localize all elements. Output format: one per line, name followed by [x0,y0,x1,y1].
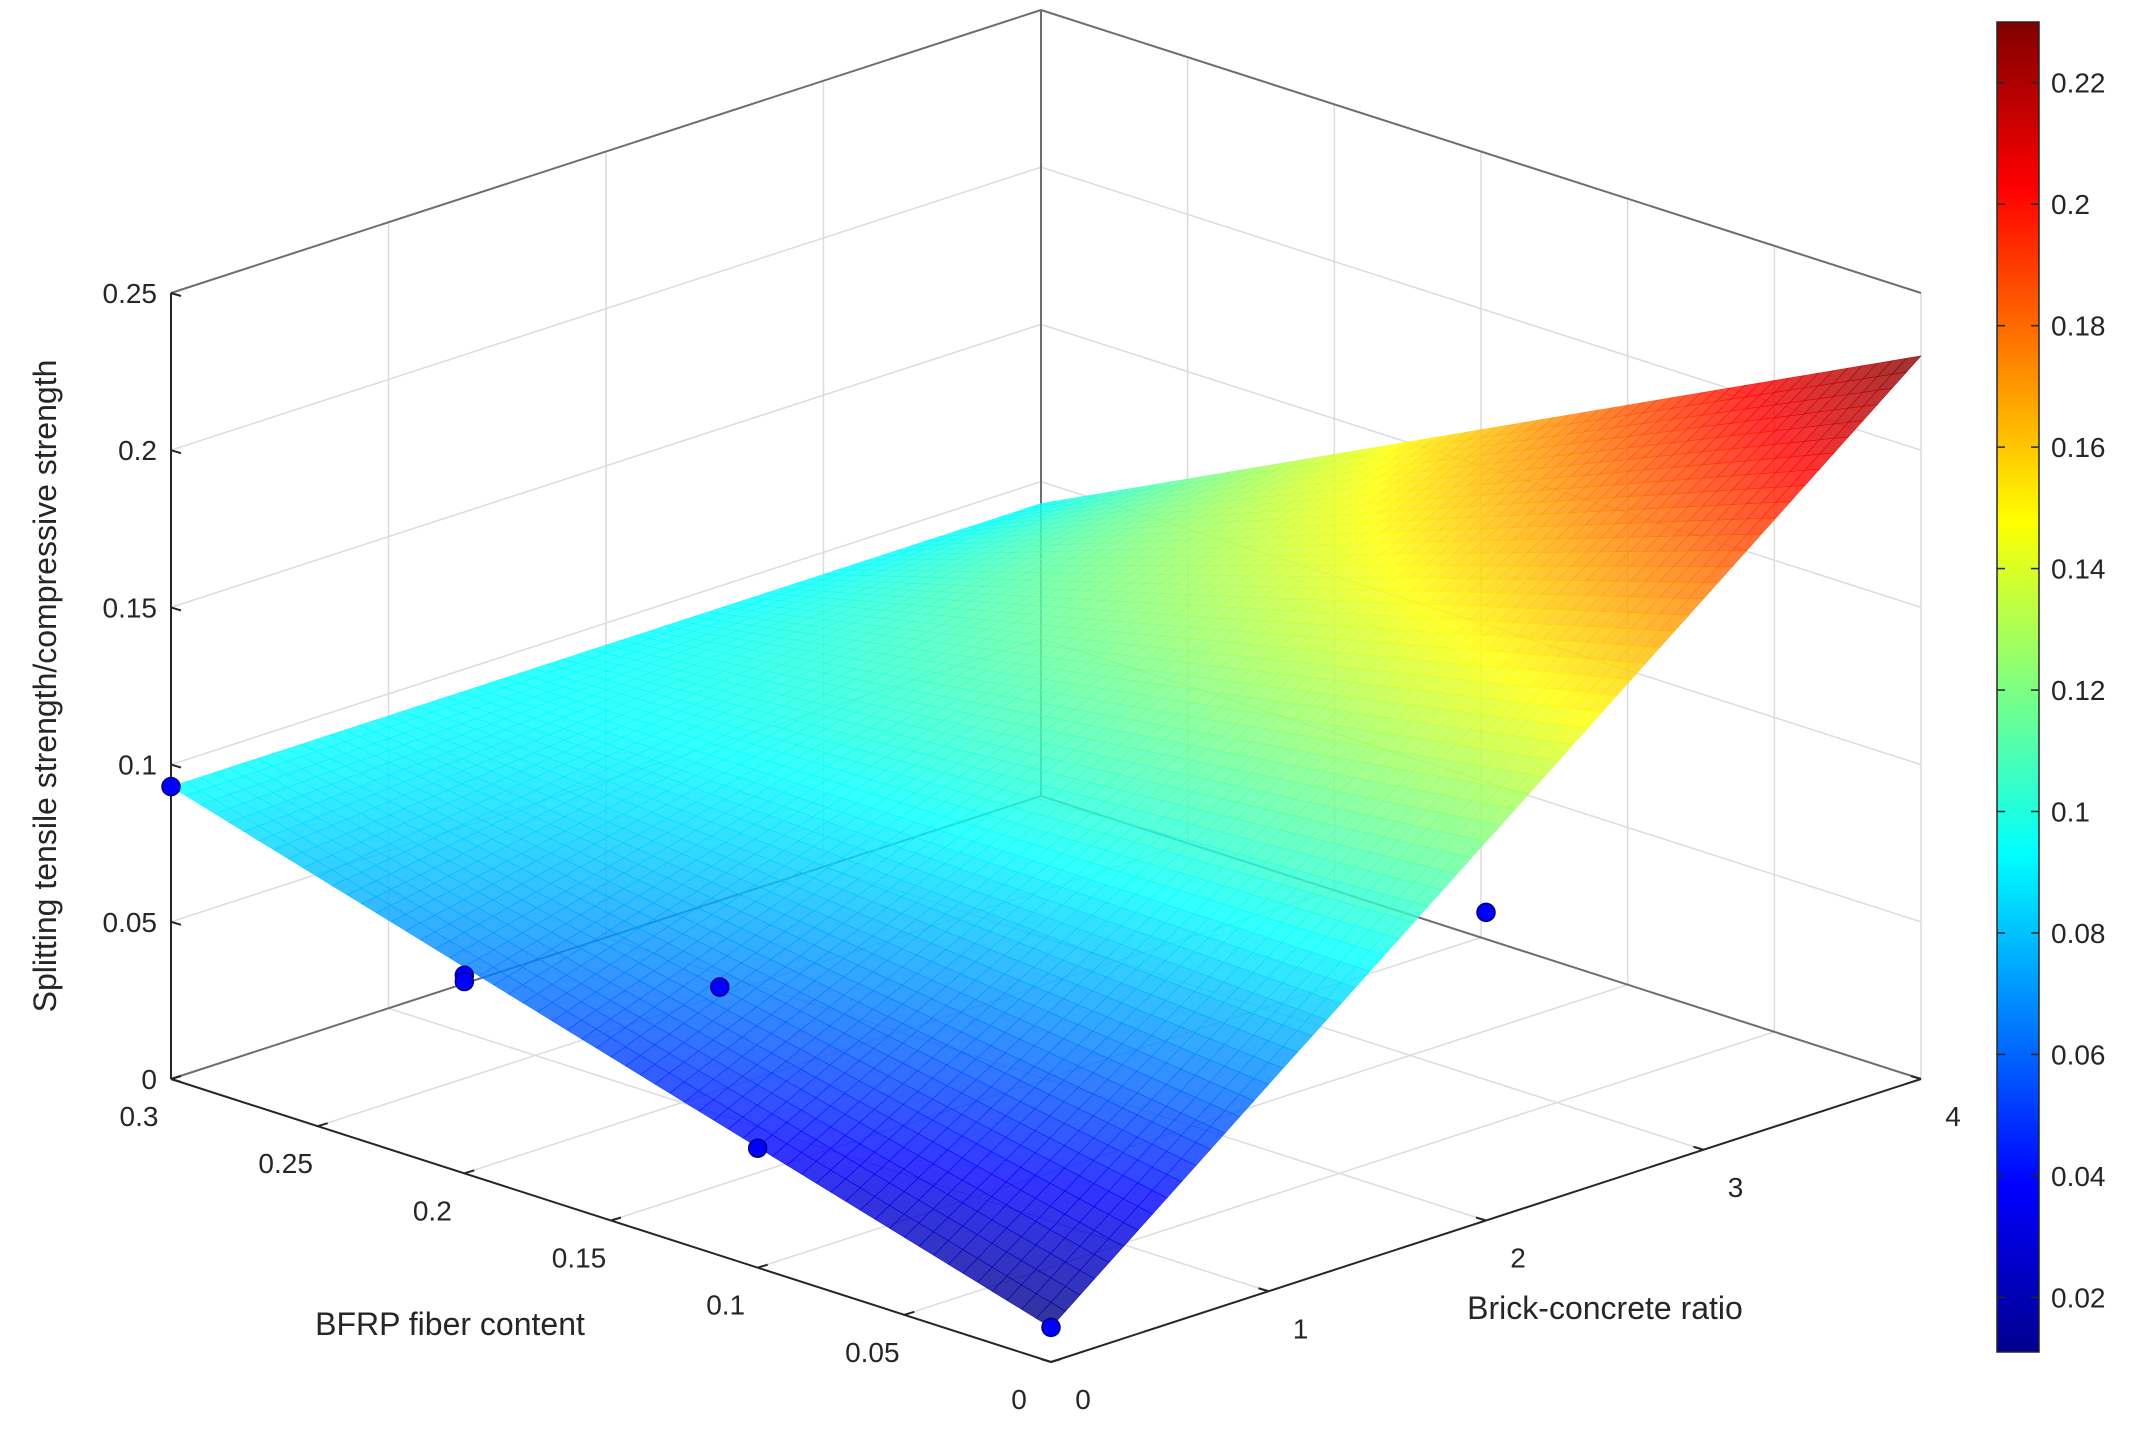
data-point [161,776,181,797]
z-tick-label: 0 [141,1064,157,1095]
x-tick-label: 0 [1011,1384,1027,1415]
grid-line [170,166,1042,451]
z-tick-label: 0.1 [118,750,157,781]
colorbar-gradient [1996,21,2040,1353]
y-tick-mark [1693,1145,1704,1151]
z-tick-label: 0.2 [118,435,157,466]
z-axis-label: Splitting tensile strength/compressive s… [27,360,63,1013]
data-point [1476,902,1496,923]
z-tick-mark [170,449,182,455]
z-tick-mark [170,292,182,297]
colorbar-tick-label: 0.1 [2051,796,2090,827]
x-tick-label: 0.3 [120,1101,159,1132]
z-tick-mark [170,763,182,769]
x-tick-label: 0.25 [258,1148,313,1179]
data-point [747,1138,768,1158]
x-tick-mark [904,1310,915,1316]
y-tick-label: 2 [1510,1243,1526,1274]
colorbar-tick-label: 0.08 [2051,918,2106,949]
colorbar: 0.02 0.04 0.06 0.08 0.1 0.12 0.14 0.16 0.18 0.2 0.… [1996,21,2106,1353]
z-tick-mark [170,920,182,926]
x-tick-label: 0.2 [413,1195,452,1226]
y-tick-label: 0 [1075,1384,1091,1415]
x-tick-mark [464,1169,475,1175]
colorbar-tick-label: 0.2 [2051,189,2090,220]
x-tick-label: 0.1 [706,1290,745,1321]
y-tick-mark [1475,1216,1487,1222]
y-tick-mark [1258,1287,1269,1293]
x-tick-mark [757,1263,768,1269]
y-tick-label: 3 [1728,1172,1744,1203]
z-tick-label: 0.15 [103,592,158,623]
x-tick-label: 0.15 [552,1243,607,1274]
colorbar-tick-label: 0.14 [2051,554,2106,585]
x-axis-label: BFRP fiber content [315,1306,585,1342]
z-tick-mark [170,606,182,612]
colorbar-tick-label: 0.22 [2051,68,2106,99]
x-tick-mark [610,1216,622,1222]
data-point [454,971,475,992]
y-tick-label: 4 [1945,1101,1961,1132]
y-axis-label: Brick-concrete ratio [1467,1290,1743,1326]
box-edge [170,9,1042,294]
y-tick-label: 1 [1293,1313,1309,1344]
data-point [710,977,730,997]
box-edge [1040,9,1922,294]
colorbar-tick-label: 0.18 [2051,311,2106,342]
colorbar-tick-label: 0.12 [2051,675,2106,706]
colorbar-tick-label: 0.04 [2051,1161,2106,1192]
data-point [1041,1317,1061,1338]
fitted-surface [170,355,1922,1328]
x-tick-mark [317,1122,328,1128]
z-tick-label: 0.25 [103,278,158,309]
colorbar-tick-label: 0.16 [2051,432,2106,463]
grid-line [170,323,1042,609]
grid-line [170,480,1042,766]
colorbar-tick-label: 0.06 [2051,1039,2106,1070]
colorbar-tick-label: 0.02 [2051,1282,2106,1313]
x-tick-label: 0.05 [845,1337,900,1368]
z-tick-label: 0.05 [103,907,158,938]
